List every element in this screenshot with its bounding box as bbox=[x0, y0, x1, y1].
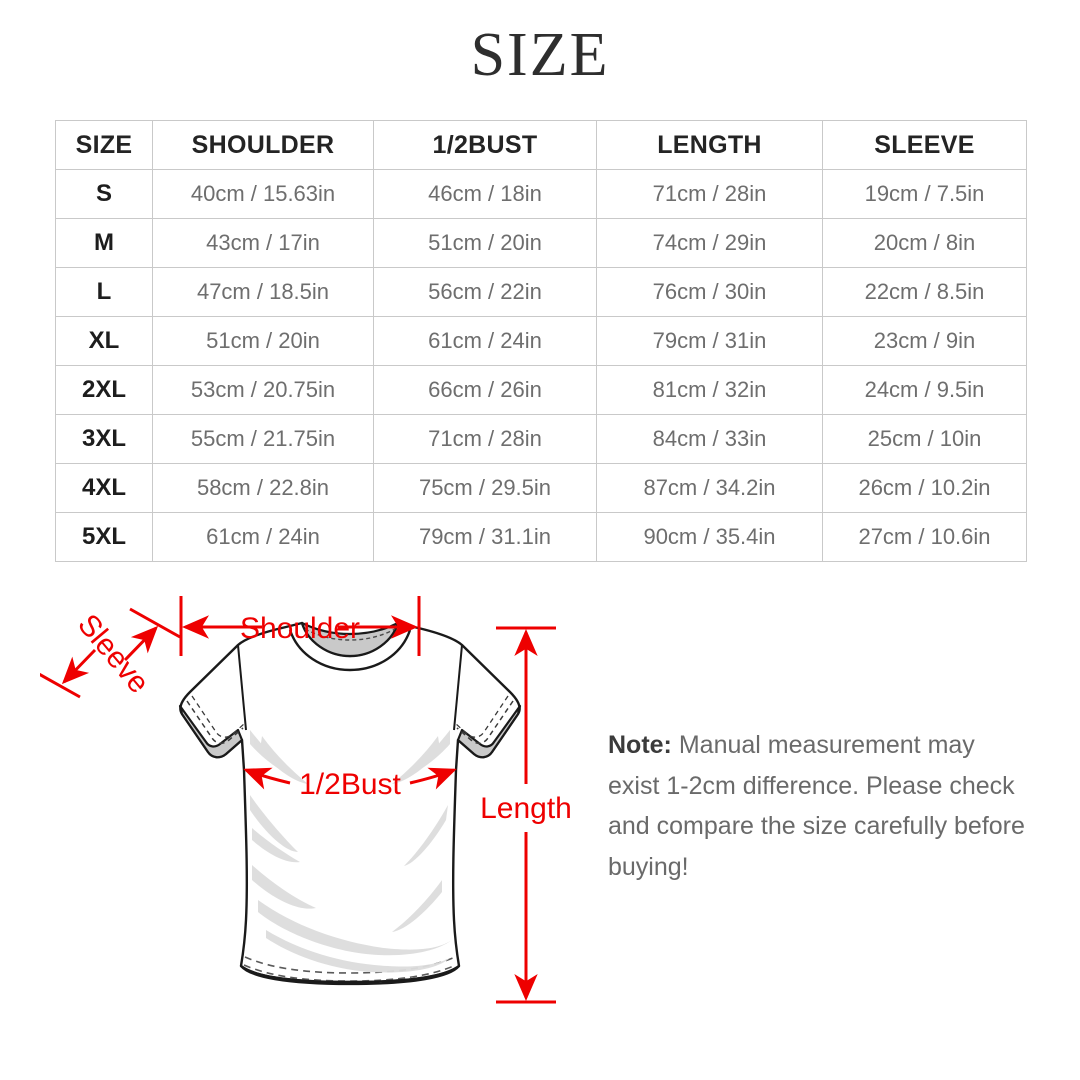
table-row: M 43cm / 17in 51cm / 20in 74cm / 29in 20… bbox=[55, 218, 1027, 268]
cell-sleeve: 26cm / 10.2in bbox=[822, 463, 1027, 513]
right-cuff-stitch bbox=[456, 700, 514, 744]
shirt-body-outline bbox=[179, 621, 521, 984]
page-title: SIZE bbox=[470, 21, 610, 89]
table-header-row: SIZE SHOULDER 1/2BUST LENGTH SLEEVE bbox=[55, 120, 1027, 170]
tshirt-measurement-diagram: Shoulder Sleeve 1/2Bust Length bbox=[0, 580, 1080, 1080]
cell-bust: 51cm / 20in bbox=[373, 218, 597, 268]
cell-bust: 71cm / 28in bbox=[373, 414, 597, 464]
cell-length: 79cm / 31in bbox=[596, 316, 823, 366]
cell-size: 2XL bbox=[55, 365, 153, 415]
note-block: Note: Manual measurement may exist 1-2cm… bbox=[608, 725, 1028, 887]
tshirt-illustration bbox=[178, 621, 522, 986]
size-table: SIZE SHOULDER 1/2BUST LENGTH SLEEVE S 40… bbox=[55, 120, 1027, 562]
cell-shoulder: 61cm / 24in bbox=[152, 512, 374, 562]
column-header-size: SIZE bbox=[55, 120, 153, 170]
shoulder-label: Shoulder bbox=[240, 612, 360, 645]
cell-length: 87cm / 34.2in bbox=[596, 463, 823, 513]
bust-arrow-right bbox=[409, 767, 457, 790]
cell-length: 76cm / 30in bbox=[596, 267, 823, 317]
cell-shoulder: 51cm / 20in bbox=[152, 316, 374, 366]
fabric-shading bbox=[250, 730, 452, 973]
sleeve-tick-lower bbox=[40, 672, 81, 699]
note-text: Manual measurement may exist 1-2cm diffe… bbox=[608, 731, 1025, 881]
cell-size: S bbox=[55, 169, 153, 219]
sleeve-label: Sleeve bbox=[71, 608, 155, 699]
bust-label: 1/2Bust bbox=[299, 768, 401, 801]
right-sleeve-cuff bbox=[456, 704, 522, 759]
cell-length: 74cm / 29in bbox=[596, 218, 823, 268]
cell-sleeve: 19cm / 7.5in bbox=[822, 169, 1027, 219]
column-header-bust: 1/2BUST bbox=[373, 120, 597, 170]
cell-sleeve: 27cm / 10.6in bbox=[822, 512, 1027, 562]
cell-shoulder: 47cm / 18.5in bbox=[152, 267, 374, 317]
column-header-shoulder: SHOULDER bbox=[152, 120, 374, 170]
sleeve-tick-upper bbox=[129, 607, 181, 639]
cell-shoulder: 58cm / 22.8in bbox=[152, 463, 374, 513]
length-label: Length bbox=[480, 792, 572, 825]
tshirt-diagram-svg: Shoulder Sleeve 1/2Bust Length bbox=[40, 596, 572, 1004]
cell-bust: 56cm / 22in bbox=[373, 267, 597, 317]
table-row: XL 51cm / 20in 61cm / 24in 79cm / 31in 2… bbox=[55, 316, 1027, 366]
cell-length: 81cm / 32in bbox=[596, 365, 823, 415]
cell-bust: 61cm / 24in bbox=[373, 316, 597, 366]
cell-length: 90cm / 35.4in bbox=[596, 512, 823, 562]
bust-arrow-left bbox=[243, 767, 291, 790]
sleeve-arrow-lower bbox=[61, 648, 97, 685]
cell-sleeve: 24cm / 9.5in bbox=[822, 365, 1027, 415]
cell-shoulder: 43cm / 17in bbox=[152, 218, 374, 268]
cell-bust: 79cm / 31.1in bbox=[373, 512, 597, 562]
column-header-length: LENGTH bbox=[596, 120, 823, 170]
collar-outer-edge bbox=[288, 629, 412, 672]
right-shoulder-seam bbox=[453, 644, 463, 731]
hem-stitch-lower bbox=[243, 964, 457, 982]
sleeve-arrow-upper bbox=[123, 625, 159, 662]
cell-size: 4XL bbox=[55, 463, 153, 513]
table-row: S 40cm / 15.63in 46cm / 18in 71cm / 28in… bbox=[55, 169, 1027, 219]
cell-size: L bbox=[55, 267, 153, 317]
cell-sleeve: 25cm / 10in bbox=[822, 414, 1027, 464]
cell-sleeve: 22cm / 8.5in bbox=[822, 267, 1027, 317]
cell-shoulder: 40cm / 15.63in bbox=[152, 169, 374, 219]
cell-sleeve: 23cm / 9in bbox=[822, 316, 1027, 366]
table-row: L 47cm / 18.5in 56cm / 22in 76cm / 30in … bbox=[55, 267, 1027, 317]
note-label: Note: bbox=[608, 731, 672, 759]
table-row: 5XL 61cm / 24in 79cm / 31.1in 90cm / 35.… bbox=[55, 512, 1027, 562]
cell-size: 5XL bbox=[55, 512, 153, 562]
left-cuff-stitch bbox=[186, 700, 244, 744]
cell-sleeve: 20cm / 8in bbox=[822, 218, 1027, 268]
left-sleeve-cuff bbox=[178, 704, 244, 759]
hem-bottom-edge bbox=[240, 965, 460, 986]
cell-size: XL bbox=[55, 316, 153, 366]
size-table-container: SIZE SHOULDER 1/2BUST LENGTH SLEEVE S 40… bbox=[55, 120, 1027, 562]
cell-bust: 46cm / 18in bbox=[373, 169, 597, 219]
table-row: 3XL 55cm / 21.75in 71cm / 28in 84cm / 33… bbox=[55, 414, 1027, 464]
cell-size: 3XL bbox=[55, 414, 153, 464]
table-row: 2XL 53cm / 20.75in 66cm / 26in 81cm / 32… bbox=[55, 365, 1027, 415]
cell-size: M bbox=[55, 218, 153, 268]
cell-shoulder: 53cm / 20.75in bbox=[152, 365, 374, 415]
column-header-sleeve: SLEEVE bbox=[822, 120, 1027, 170]
left-shoulder-seam bbox=[237, 644, 247, 731]
cell-length: 84cm / 33in bbox=[596, 414, 823, 464]
cell-bust: 66cm / 26in bbox=[373, 365, 597, 415]
cell-shoulder: 55cm / 21.75in bbox=[152, 414, 374, 464]
collar-stitch bbox=[304, 628, 396, 641]
cell-bust: 75cm / 29.5in bbox=[373, 463, 597, 513]
table-row: 4XL 58cm / 22.8in 75cm / 29.5in 87cm / 3… bbox=[55, 463, 1027, 513]
cell-length: 71cm / 28in bbox=[596, 169, 823, 219]
